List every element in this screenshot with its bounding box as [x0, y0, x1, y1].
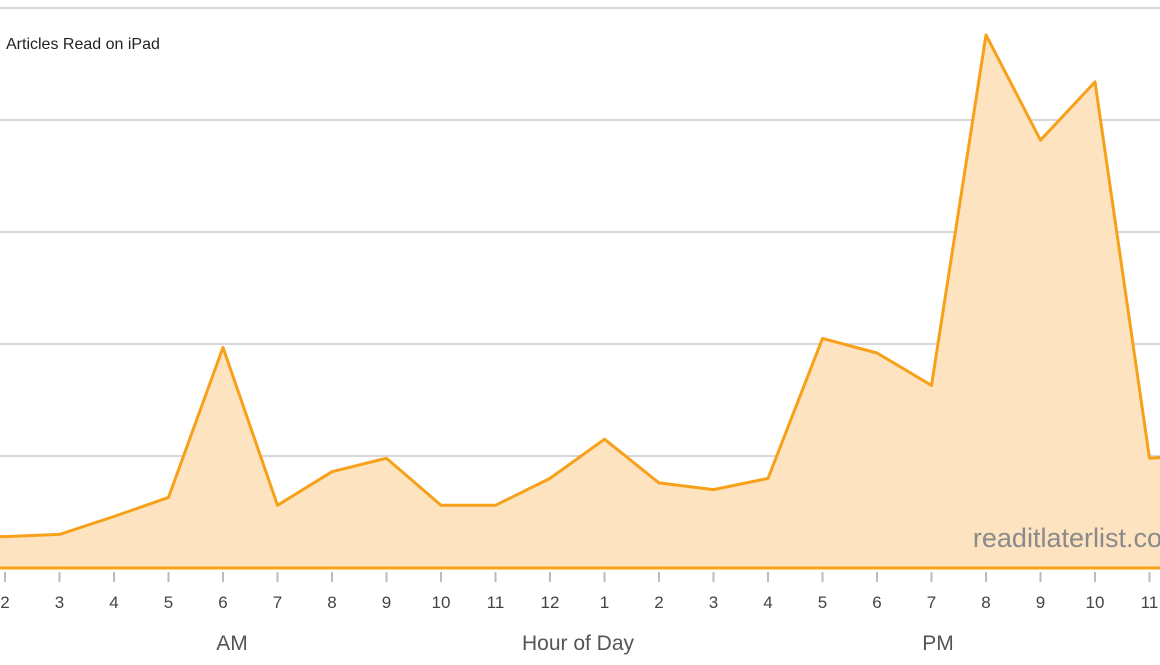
x-tick-label: 3: [709, 593, 718, 612]
x-axis-ticks: 2 3 4 5 6 7 8 9 10 11 12 1 2 3 4 5 6 7 8 9 10 11: [0, 572, 1158, 612]
x-tick-label: 1: [600, 593, 609, 612]
x-tick-label: 3: [55, 593, 64, 612]
x-tick-label: 7: [273, 593, 282, 612]
x-axis-title: Hour of Day: [522, 632, 635, 655]
x-tick-label: 2: [654, 593, 663, 612]
x-tick-label: 6: [872, 593, 881, 612]
x-tick-label: 11: [1141, 593, 1159, 612]
x-tick-label: 11: [487, 593, 505, 612]
pm-label: PM: [922, 632, 954, 655]
x-tick-label: 10: [432, 593, 451, 612]
x-tick-label: 9: [1036, 593, 1045, 612]
x-tick-label: 5: [818, 593, 827, 612]
x-tick-label: 6: [218, 593, 227, 612]
x-tick-label: 9: [382, 593, 391, 612]
x-tick-label: 4: [109, 593, 118, 612]
x-tick-label: 5: [164, 593, 173, 612]
x-tick-label: 10: [1086, 593, 1105, 612]
x-tick-label: 7: [927, 593, 936, 612]
series-line: [0, 33, 1160, 539]
am-label: AM: [216, 632, 248, 655]
x-tick-label: 8: [981, 593, 990, 612]
x-tick-label: 8: [327, 593, 336, 612]
x-tick-label: 2: [0, 593, 9, 612]
legend-label: Articles Read on iPad: [6, 36, 160, 53]
x-tick-label: 4: [763, 593, 772, 612]
area-fill: [0, 34, 1160, 568]
watermark: readitlaterlist.co: [973, 523, 1160, 553]
x-tick-label: 12: [541, 593, 560, 612]
